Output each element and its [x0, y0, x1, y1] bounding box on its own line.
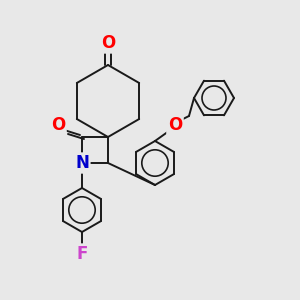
Text: O: O	[101, 34, 115, 52]
Text: N: N	[75, 154, 89, 172]
Text: O: O	[168, 116, 182, 134]
Text: F: F	[76, 245, 88, 263]
Text: O: O	[51, 116, 65, 134]
